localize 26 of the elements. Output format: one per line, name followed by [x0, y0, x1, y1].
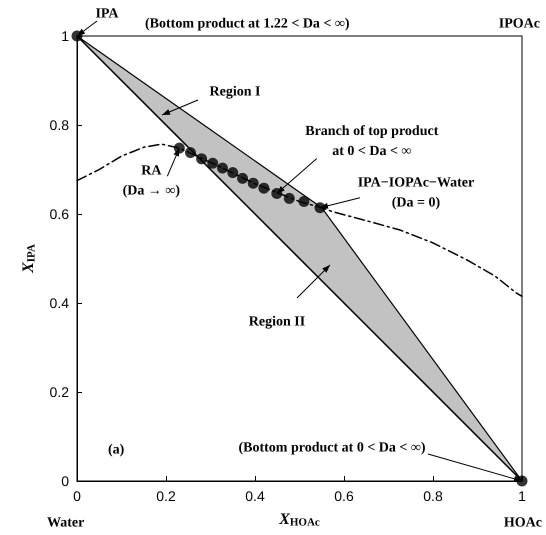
annotation: IPA−IOPAc−Water (Da = 0) [358, 175, 474, 210]
x-tick-label: 1 [518, 488, 526, 504]
annotation: Region II [248, 314, 306, 330]
text: (Bottom product at 1.22 < Da < ∞) [145, 16, 350, 32]
annotation: Branch of top product at 0 < Da < ∞ [305, 124, 439, 160]
y-axis-title: XIPA [20, 244, 38, 274]
y-tick-label: 0.8 [50, 117, 70, 133]
text: IPOAc [498, 16, 540, 32]
y-tick-label: 0.6 [50, 206, 70, 222]
x-axis-title: XHOAc [278, 511, 320, 528]
x-tick-label: 0.8 [423, 488, 443, 504]
annotation: (Bottom product at 0 < Da < ∞) [238, 440, 426, 456]
x-tick-label: 0 [73, 488, 82, 504]
x-tick-label: 0.6 [334, 488, 354, 504]
annotation: (a) [108, 442, 125, 458]
annotation: IPA [95, 6, 120, 22]
y-tick-label: 0.4 [50, 295, 70, 311]
annotation: Region I [210, 84, 260, 100]
y-tick-label: 0 [61, 473, 70, 489]
annotation: RA (Da → ∞) [122, 164, 180, 199]
y-tick-label: 0.2 [50, 384, 70, 400]
x-tick-label: 0.2 [156, 488, 176, 504]
text: HOAc [504, 516, 542, 530]
x-tick-label: 0.4 [245, 488, 265, 504]
y-tick-label: 1 [61, 28, 70, 44]
text: Water [47, 516, 84, 530]
